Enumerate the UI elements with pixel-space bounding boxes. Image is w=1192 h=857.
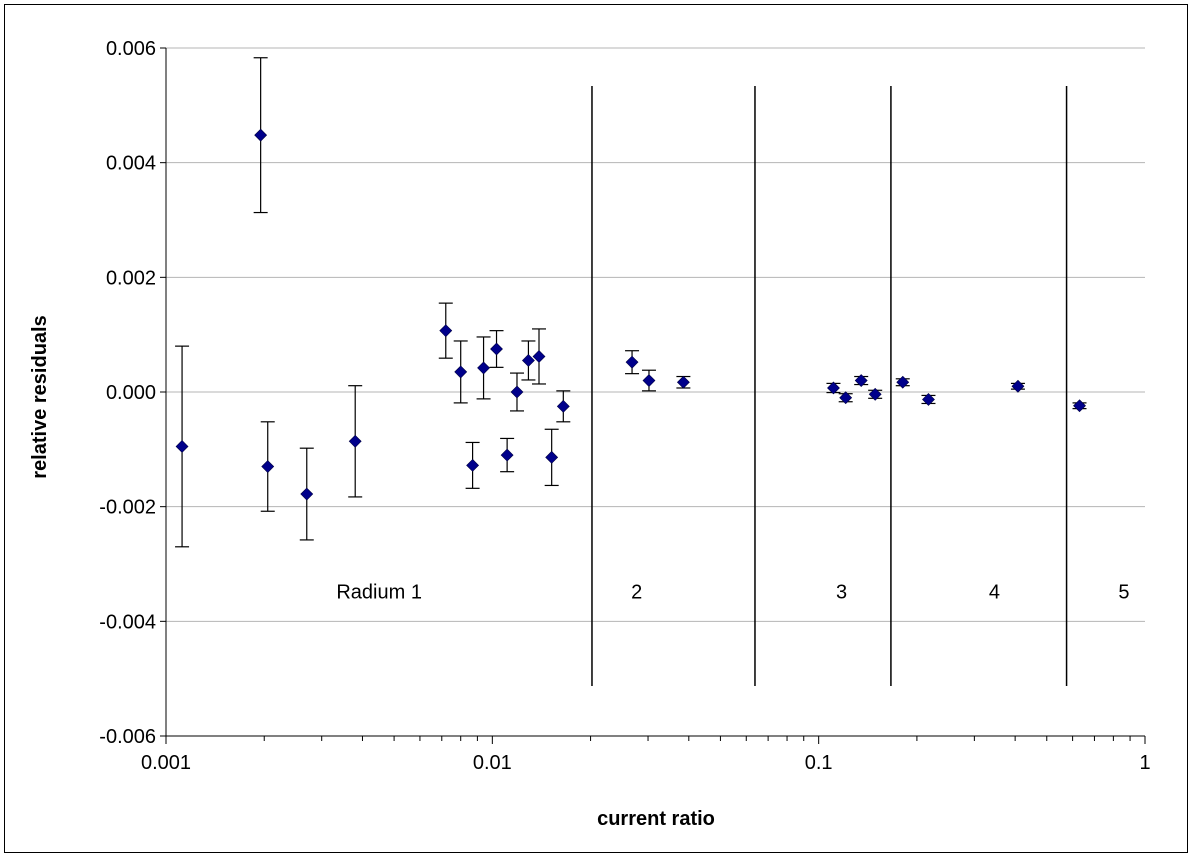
data-point-marker [676, 375, 690, 389]
data-point-marker [1073, 399, 1086, 413]
data-point-marker [439, 324, 453, 338]
data-point-marker [466, 458, 480, 472]
data-series [175, 57, 1087, 548]
tick-labels: -0.006 -0.004 -0.002 0.000 0.002 0.004 0.006 0.… [99, 38, 1150, 774]
region-labels: Radium 1 2 3 4 5 [336, 581, 1129, 603]
x-tick-label: 0.1 [805, 752, 833, 774]
data-point-marker [490, 342, 503, 356]
y-tick-label: -0.004 [99, 611, 156, 633]
x-tick-label: 1 [1139, 752, 1150, 774]
region-label: 3 [836, 581, 847, 603]
x-tick-label: 0.01 [473, 752, 512, 774]
axes [160, 47, 1146, 744]
y-tick-label: -0.002 [99, 497, 156, 519]
grid-lines [166, 47, 1145, 622]
data-point-marker [545, 450, 559, 464]
data-point-marker [642, 374, 656, 387]
data-point-marker [827, 381, 840, 395]
data-point-marker [854, 374, 868, 387]
data-point-marker [175, 440, 189, 453]
y-tick-label: 0.000 [106, 382, 156, 404]
data-point-marker [922, 393, 935, 406]
y-axis-title: relative residuals [29, 315, 51, 478]
y-tick-label: 0.002 [106, 267, 156, 289]
region-label: 4 [989, 581, 1000, 603]
data-point-marker [532, 350, 546, 363]
region-dividers [591, 86, 1068, 686]
data-point-marker [454, 365, 468, 379]
x-axis-title: current ratio [597, 808, 715, 830]
y-tick-label: 0.006 [106, 38, 156, 60]
data-point-marker [348, 434, 362, 448]
data-point-marker [254, 128, 268, 142]
data-point-marker [477, 361, 490, 375]
region-label: Radium 1 [336, 581, 422, 603]
data-point-marker [556, 399, 570, 413]
y-tick-label: 0.004 [106, 153, 156, 175]
y-tick-label: -0.006 [99, 726, 156, 748]
data-point-marker [1011, 379, 1025, 393]
data-point-marker [625, 355, 639, 369]
data-point-marker [300, 487, 314, 501]
x-tick-label: 0.001 [141, 752, 191, 774]
data-point-marker [896, 375, 910, 389]
data-point-marker [510, 385, 524, 399]
data-point-marker [521, 354, 535, 367]
data-point-marker [839, 391, 853, 405]
data-point-marker [261, 460, 275, 473]
region-label: 5 [1118, 581, 1129, 603]
chart-frame [4, 4, 1188, 853]
data-point-marker [500, 448, 514, 462]
region-label: 2 [631, 581, 642, 603]
data-point-marker [868, 387, 882, 401]
